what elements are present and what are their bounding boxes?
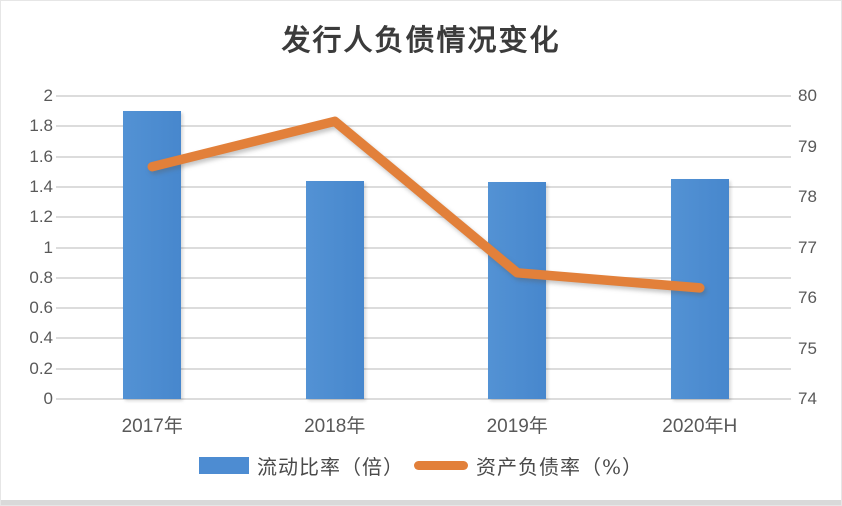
right-axis: 80 79 78 77 76 75 74 (798, 86, 838, 408)
gridline (56, 246, 791, 249)
left-axis-label: 2 (43, 86, 53, 105)
gridline (56, 398, 791, 400)
bar-2018年 (305, 180, 364, 399)
plot-area (56, 95, 791, 400)
right-axis-label: 78 (798, 187, 817, 206)
gridline (56, 185, 791, 188)
right-axis-label: 74 (798, 389, 817, 408)
bar-series-swatch (198, 457, 249, 474)
line-series-swatch (413, 461, 468, 470)
left-axis-label: 1.2 (29, 207, 53, 227)
left-axis-label: 0.4 (29, 328, 53, 348)
right-axis-label: 75 (798, 338, 817, 358)
right-axis-label: 77 (798, 237, 817, 257)
gridline (56, 307, 791, 310)
left-axis-label: 1.8 (29, 116, 53, 136)
left-axis-label: 0.2 (29, 358, 53, 378)
left-axis-label: 1.4 (29, 176, 53, 196)
debt-ratio-line (147, 116, 705, 293)
gridline (56, 155, 791, 158)
left-axis-label: 0 (43, 389, 53, 408)
left-axis-label: 1.6 (29, 146, 53, 166)
right-axis-label: 80 (798, 86, 817, 105)
left-axis-label: 0.6 (29, 298, 53, 318)
x-axis-label-2020年H: 2020年H (662, 416, 738, 437)
bar-2019年 (488, 182, 547, 399)
legend-label-current-ratio: 流动比率（倍） (256, 455, 404, 479)
gridline (56, 337, 791, 340)
right-axis-label: 76 (798, 288, 817, 307)
gridline (56, 95, 791, 97)
x-axis-label-2018年: 2018年 (304, 416, 366, 437)
left-axis-label: 0.8 (29, 267, 53, 287)
left-axis-label: 1 (43, 237, 53, 257)
x-axis-label-2017年: 2017年 (121, 416, 183, 437)
x-axis: 2017年 2018年 2019年 2020年H (61, 411, 791, 437)
chart-title: 发行人负债情况变化 (281, 23, 561, 57)
bottom-border-strip (1, 500, 841, 505)
gridline (56, 276, 791, 279)
right-axis-label: 79 (798, 136, 817, 156)
gridline (56, 216, 791, 219)
x-axis-label-2019年: 2019年 (486, 416, 548, 437)
gridline (56, 125, 791, 128)
legend: 流动比率（倍） 资产负债率（%） (1, 451, 841, 480)
legend-item-debt-ratio: 资产负债率（%） (413, 451, 643, 480)
left-axis: 2 1.8 1.6 1.4 1.2 1 0.8 0.6 0.4 0.2 0 (11, 86, 53, 408)
legend-label-debt-ratio: 资产负债率（%） (475, 455, 643, 479)
gridline (56, 367, 791, 370)
legend-item-current-ratio: 流动比率（倍） (198, 451, 404, 480)
